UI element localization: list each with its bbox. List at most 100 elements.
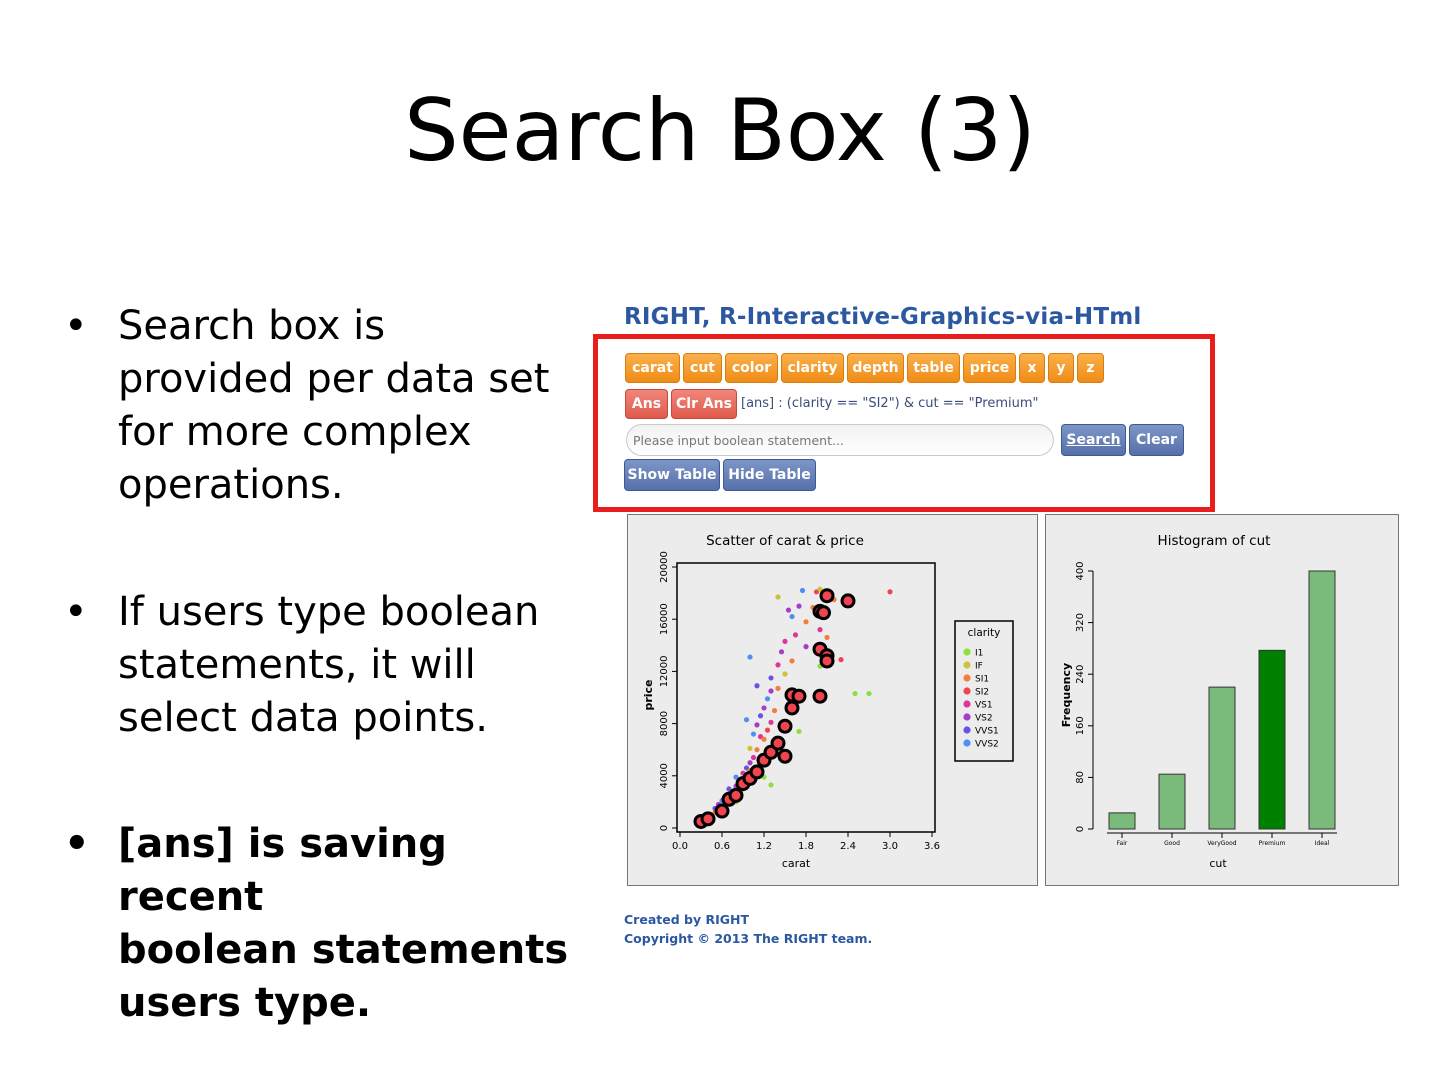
var-button-depth[interactable]: depth	[847, 353, 904, 383]
var-button-clarity[interactable]: clarity	[781, 353, 844, 383]
bullet-line: for more complex	[118, 409, 472, 455]
legend-entry: I1	[975, 649, 983, 659]
bullet-line: select data points.	[118, 695, 488, 741]
var-button-price[interactable]: price	[963, 353, 1016, 383]
var-button-z[interactable]: z	[1077, 353, 1104, 383]
scatter-point	[747, 745, 753, 751]
legend-swatch	[963, 661, 971, 669]
bullet-line: boolean statements	[118, 927, 569, 973]
scatter-point	[782, 671, 788, 677]
selected-point	[819, 653, 835, 669]
legend-entry: IF	[975, 662, 983, 672]
histogram-bar	[1258, 649, 1286, 830]
scatter-point	[866, 690, 872, 697]
slide-title: Search Box (3)	[404, 81, 1036, 181]
x-axis-label: carat	[782, 857, 811, 870]
y-tick-label: 80	[1075, 771, 1086, 784]
clear-button[interactable]: Clear	[1129, 424, 1184, 456]
legend-swatch	[963, 648, 971, 656]
x-tick-label: 0.6	[714, 841, 730, 852]
bullet-line: If users type boolean	[118, 589, 540, 635]
histogram-bar	[1158, 773, 1186, 830]
hide-table-button[interactable]: Hide Table	[723, 459, 816, 491]
legend-entry: VS2	[975, 714, 993, 724]
x-tick-label: Premium	[1259, 840, 1286, 847]
selected-point	[816, 605, 831, 621]
x-tick-label: Ideal	[1315, 840, 1330, 847]
legend-entry: SI1	[975, 675, 989, 685]
highlight-box	[593, 334, 1215, 512]
legend-swatch	[963, 674, 971, 682]
x-tick-label: 2.4	[840, 841, 856, 852]
legend-swatch	[963, 700, 971, 708]
selected-point	[749, 764, 765, 780]
y-axis-label: Frequency	[1060, 663, 1073, 727]
bullet-line: Search box is	[118, 303, 386, 349]
clr-ans-button[interactable]: Clr Ans	[671, 389, 737, 419]
histogram-chart[interactable]: Histogram of cut 0 80 160 240 320 400 Frequency…	[1046, 515, 1400, 887]
y-tick-label: 240	[1075, 665, 1086, 684]
scatter-point	[754, 683, 760, 689]
var-button-cut[interactable]: cut	[683, 353, 722, 383]
scatter-point	[768, 688, 774, 694]
bullet-line: users type.	[118, 980, 372, 1026]
histogram-bar	[1308, 570, 1336, 830]
bullet-line: provided per data set	[118, 356, 550, 402]
y-tick-label: 320	[1075, 613, 1086, 632]
legend-entry: VVS1	[975, 727, 999, 737]
selected-point	[819, 588, 835, 604]
legend-title: clarity	[968, 627, 1001, 639]
histogram-bar	[1108, 812, 1136, 830]
scatter-point	[775, 594, 781, 600]
var-button-x[interactable]: x	[1019, 353, 1045, 383]
selected-point	[777, 748, 793, 764]
search-button-label: Search	[1066, 432, 1121, 448]
scatter-point	[789, 658, 795, 664]
bullet-line: statements, it will	[118, 642, 476, 688]
x-tick-label: 3.6	[924, 841, 940, 852]
histogram-bar	[1208, 686, 1236, 830]
histogram-title: Histogram of cut	[1158, 533, 1271, 549]
x-tick-label: 1.2	[756, 841, 772, 852]
ans-statement: [ans] : (clarity == "SI2") & cut == "Pre…	[741, 396, 1039, 411]
y-tick-label: 20000	[659, 551, 670, 583]
y-axis-label: price	[642, 679, 655, 710]
footer-created-by: Created by RIGHT	[624, 912, 749, 927]
scatter-point	[768, 719, 774, 725]
scatter-point	[817, 627, 823, 633]
show-table-button[interactable]: Show Table	[624, 459, 720, 491]
app-title: RIGHT, R-Interactive-Graphics-via-HTml	[624, 304, 1142, 330]
search-input[interactable]	[626, 424, 1054, 456]
scatter-point	[764, 696, 771, 702]
scatter-point	[747, 654, 753, 660]
scatter-point	[775, 685, 781, 691]
search-button[interactable]: Search	[1061, 424, 1126, 456]
scatter-title: Scatter of carat & price	[706, 533, 864, 549]
scatter-chart[interactable]: Scatter of carat & price 0.0 0.6 1.2 1.8 2.4 3…	[628, 515, 1039, 887]
scatter-point	[796, 728, 802, 735]
scatter-point	[778, 649, 785, 655]
scatter-point	[757, 713, 764, 719]
var-button-y[interactable]: y	[1048, 353, 1074, 383]
x-tick-label: VeryGood	[1207, 840, 1236, 847]
selected-point	[777, 718, 793, 734]
scatter-point	[887, 589, 893, 595]
var-button-carat[interactable]: carat	[625, 353, 680, 383]
selected-point	[791, 688, 807, 704]
legend-swatch	[963, 687, 971, 695]
x-axis-label: cut	[1209, 857, 1227, 870]
scatter-point	[761, 705, 767, 711]
selected-point	[840, 593, 856, 609]
var-button-color[interactable]: color	[725, 353, 778, 383]
legend-entry: VVS2	[975, 740, 999, 750]
ans-button[interactable]: Ans	[625, 389, 668, 419]
legend-swatch	[963, 726, 971, 734]
scatter-point	[817, 586, 823, 592]
scatter-point	[838, 657, 844, 663]
scatter-point	[803, 619, 809, 625]
var-button-table[interactable]: table	[907, 353, 960, 383]
bullet-item: • If users type boolean statements, it wil…	[60, 586, 580, 745]
bullet-line: operations.	[118, 462, 344, 508]
scatter-point	[761, 736, 767, 742]
scatter-point	[792, 632, 799, 638]
